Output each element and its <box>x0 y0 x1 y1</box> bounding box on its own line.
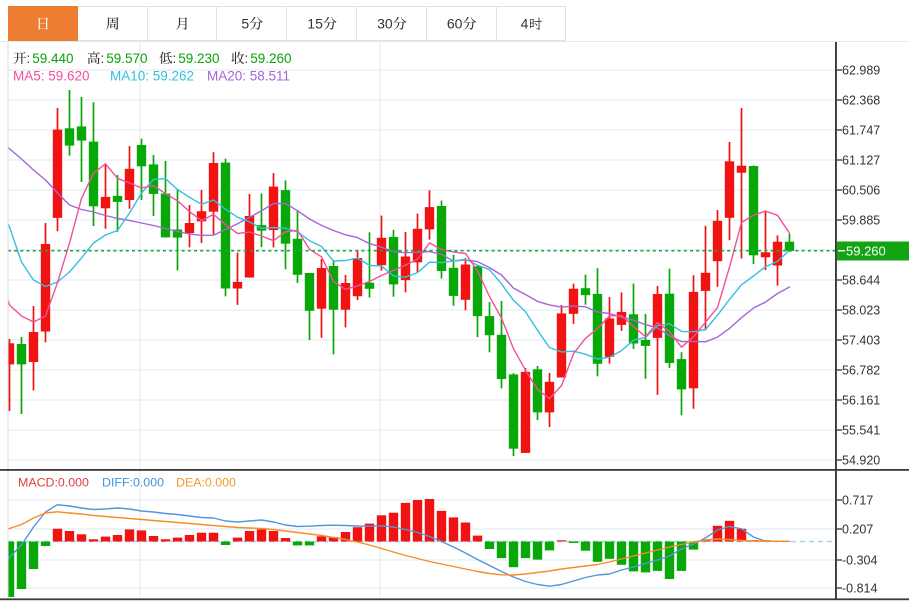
svg-text:-0.814: -0.814 <box>842 582 877 596</box>
svg-text:61.747: 61.747 <box>842 124 880 138</box>
svg-text:DEA:0.000: DEA:0.000 <box>176 476 236 490</box>
svg-text:54.920: 54.920 <box>842 454 880 468</box>
svg-text:58.023: 58.023 <box>842 304 880 318</box>
svg-text:4: 4 <box>521 15 529 31</box>
svg-text:59.885: 59.885 <box>842 214 880 228</box>
svg-text::59.260: :59.260 <box>245 51 292 66</box>
svg-text:30: 30 <box>377 15 393 31</box>
svg-text:58.644: 58.644 <box>842 274 880 288</box>
svg-text:0.207: 0.207 <box>842 523 873 537</box>
svg-text:56.782: 56.782 <box>842 364 880 378</box>
svg-text:60: 60 <box>447 15 463 31</box>
svg-text::59.440: :59.440 <box>27 51 74 66</box>
svg-text:61.127: 61.127 <box>842 154 880 168</box>
svg-text:62.989: 62.989 <box>842 64 880 78</box>
svg-text:MACD:0.000: MACD:0.000 <box>18 476 89 490</box>
svg-text:62.368: 62.368 <box>842 94 880 108</box>
svg-text:-0.304: -0.304 <box>842 554 877 568</box>
svg-text::59.230: :59.230 <box>173 51 220 66</box>
svg-text:DIFF:0.000: DIFF:0.000 <box>102 476 164 490</box>
svg-text:0.717: 0.717 <box>842 494 873 508</box>
svg-text:56.161: 56.161 <box>842 394 880 408</box>
svg-text:55.541: 55.541 <box>842 424 880 438</box>
svg-text:59.260: 59.260 <box>846 244 886 259</box>
svg-text:15: 15 <box>307 15 323 31</box>
svg-text:5: 5 <box>241 15 249 31</box>
svg-text:60.506: 60.506 <box>842 184 880 198</box>
svg-text:57.403: 57.403 <box>842 334 880 348</box>
svg-text::59.570: :59.570 <box>101 51 148 66</box>
